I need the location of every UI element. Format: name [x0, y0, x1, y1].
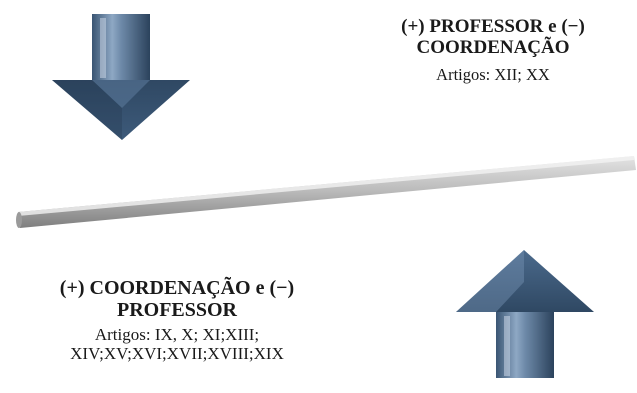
bottom-label: (+) COORDENAÇÃO e (−) PROFESSOR Artigos:… — [2, 277, 352, 363]
balance-beam — [16, 156, 636, 228]
top-label-articles: Artigos: XII; XX — [436, 64, 550, 84]
up-arrow-icon — [456, 250, 594, 378]
top-label: (+) PROFESSOR e (−) COORDENAÇÃO Artigos:… — [378, 16, 608, 84]
top-label-heading: (+) PROFESSOR e (−) COORDENAÇÃO — [401, 16, 585, 59]
bottom-label-articles: Artigos: IX, X; XI;XIII; XIV;XV;XVI;XVII… — [70, 325, 284, 363]
down-arrow-icon — [52, 14, 190, 140]
bottom-label-heading: (+) COORDENAÇÃO e (−) PROFESSOR — [59, 277, 295, 321]
